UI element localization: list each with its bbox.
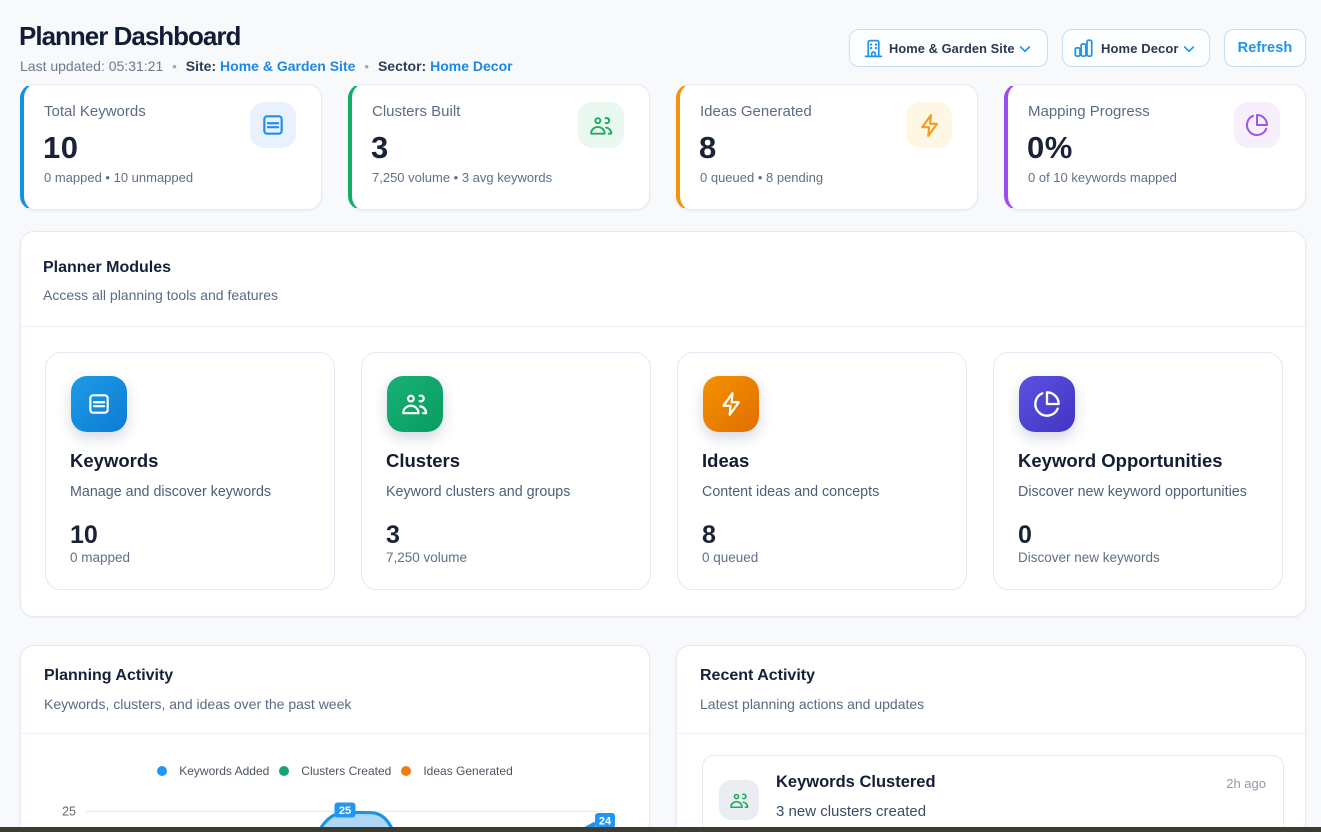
- svg-text:24: 24: [599, 816, 612, 828]
- svg-text:25: 25: [62, 805, 76, 819]
- svg-text:25: 25: [339, 805, 351, 817]
